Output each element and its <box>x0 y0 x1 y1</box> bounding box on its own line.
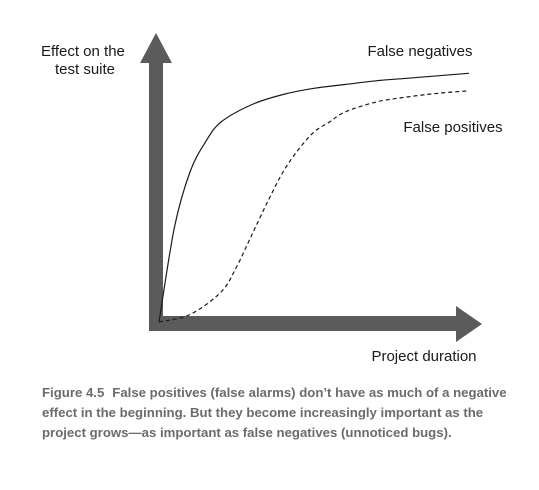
series-line-false-positives <box>158 90 470 323</box>
series-line-false-negatives <box>158 72 470 323</box>
figure-label: Figure 4.5 <box>42 385 105 400</box>
series-label-false-negatives: False negatives <box>367 43 472 60</box>
x-axis-label: Project duration <box>371 348 476 365</box>
y-axis-label-line-1: Effect on the <box>41 43 125 60</box>
series-label-false-positives: False positives <box>403 119 502 136</box>
y-axis-arrow <box>140 33 172 330</box>
y-axis-label: Effect on the test suite <box>41 43 129 78</box>
x-axis-arrow <box>149 306 482 342</box>
series-layer <box>158 72 470 323</box>
chart: Effect on the test suite Project duratio… <box>41 33 503 365</box>
figure-caption-text: False positives (false alarms) don’t hav… <box>42 385 507 440</box>
axes <box>140 33 482 342</box>
figure-caption: Figure 4.5 False positives (false alarms)… <box>42 383 522 443</box>
y-axis-label-line-2: test suite <box>55 61 115 78</box>
